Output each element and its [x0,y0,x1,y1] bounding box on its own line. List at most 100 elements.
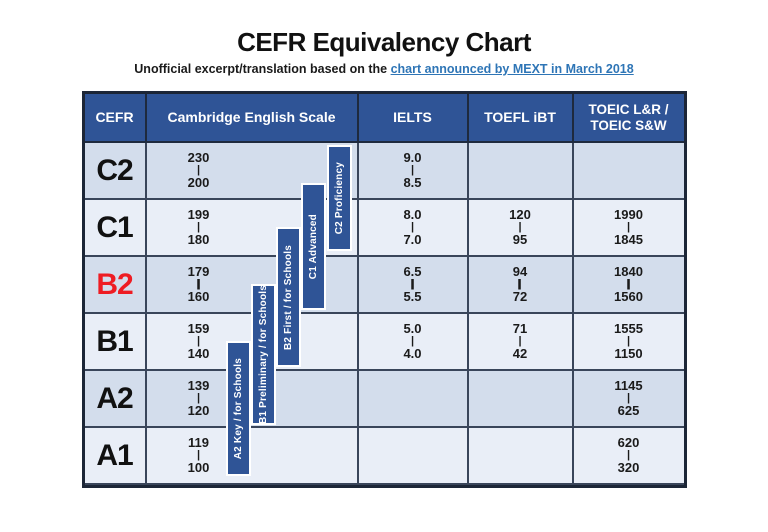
range-high: 5.0 [403,321,422,336]
range-separator: | [626,221,631,233]
range-low: 625 [617,403,640,418]
range-separator: | [410,335,415,347]
range-low: 180 [187,232,210,247]
range-high: 230 [187,150,210,165]
header-ielts: IELTS [358,94,469,143]
cambridge-range-c2: 230 | 200 [146,143,359,200]
range-high: 94 [512,264,528,279]
range-low: 5.5 [403,289,422,304]
range-low: 140 [187,346,210,361]
cefr-level-b1: B1 [84,314,147,371]
range-low: 95 [512,232,528,247]
table-row-b2: B2 179 | 160 6.5 | 5.5 94 | 72 1840 | 1560 [84,257,684,314]
range-separator: | [196,164,201,176]
ielts-range-a1-empty [358,428,469,485]
table-row-c1: C1 199 | 180 8.0 | 7.0 120 | 95 1990 | 1845 [84,200,684,257]
table-header-row: CEFR Cambridge English Scale IELTS TOEFL… [84,94,684,143]
range-low: 72 [512,289,528,304]
band-a2-key: A2 Key / for Schools [225,341,251,476]
band-b2-first: B2 First / for Schools [275,227,301,367]
range-separator: | [410,221,415,233]
range-low: 120 [187,403,210,418]
range-low: 8.5 [403,175,422,190]
range-low: 42 [512,346,528,361]
range-high: 179 [187,264,210,279]
cefr-level-b2: B2 [84,257,147,314]
range-high: 8.0 [403,207,422,222]
ielts-range-c1: 8.0 | 7.0 [358,200,469,257]
range-separator: | [626,392,631,404]
range-low: 4.0 [403,346,422,361]
toefl-range-a1-empty [468,428,574,485]
toeic-range-c2-empty [573,143,684,200]
subtitle: Unofficial excerpt/translation based on … [0,62,768,76]
toefl-range-c2-empty [468,143,574,200]
cefr-level-c1: C1 [84,200,147,257]
range-high: 9.0 [403,150,422,165]
range-low: 320 [617,460,640,475]
range-low: 200 [187,175,210,190]
subtitle-text: Unofficial excerpt/translation based on … [134,62,391,76]
table-row-a1: A1 119 | 100 620 | 320 [84,428,684,485]
range-high: 620 [617,435,640,450]
range-high: 1555 [614,321,643,336]
range-high: 6.5 [403,264,422,279]
range-separator: | [196,392,201,404]
header-toefl-ibt: TOEFL iBT [468,94,574,143]
equivalency-table: CEFR Cambridge English Scale IELTS TOEFL… [81,91,687,488]
range-high: 1990 [614,207,643,222]
cambridge-range-c1: 199 | 180 [146,200,359,257]
range-separator: | [518,221,522,233]
range-high: 139 [187,378,210,393]
range-separator: | [196,221,201,233]
range-separator: | [626,335,631,347]
cambridge-range-a1: 119 | 100 [146,428,359,485]
range-separator: | [196,449,201,461]
toeic-range-b2: 1840 | 1560 [573,257,684,314]
table-row-a2: A2 139 | 120 1145 | 625 [84,371,684,428]
table-row-b1: B1 159 | 140 5.0 | 4.0 71 | 42 1555 | 1150 [84,314,684,371]
range-high: 120 [509,207,531,222]
header-cefr: CEFR [84,94,147,143]
ielts-range-b1: 5.0 | 4.0 [358,314,469,371]
cambridge-range-a2: 139 | 120 [146,371,359,428]
range-high: 71 [512,321,528,336]
page-title: CEFR Equivalency Chart [237,27,531,57]
toefl-range-c1: 120 | 95 [468,200,574,257]
header-toeic: TOEIC L&R / TOEIC S&W [573,94,684,143]
toefl-range-a2-empty [468,371,574,428]
cefr-level-a2: A2 [84,371,147,428]
table-row-c2: C2 230 | 200 9.0 | 8.5 [84,143,684,200]
ielts-range-c2: 9.0 | 8.5 [358,143,469,200]
range-low: 1560 [614,289,643,304]
toeic-range-a2: 1145 | 625 [573,371,684,428]
range-low: 100 [187,460,210,475]
toefl-range-b2: 94 | 72 [468,257,574,314]
range-high: 1145 [614,378,643,393]
range-separator: | [517,278,523,290]
range-high: 119 [188,435,209,450]
range-low: 1845 [614,232,643,247]
cefr-level-c2: C2 [84,143,147,200]
range-separator: | [410,164,415,176]
band-c1-advanced: C1 Advanced [300,183,326,310]
range-separator: | [409,278,416,290]
range-low: 1150 [614,346,643,361]
toeic-range-c1: 1990 | 1845 [573,200,684,257]
range-separator: | [626,449,631,461]
range-high: 199 [187,207,210,222]
range-low: 7.0 [403,232,422,247]
ielts-range-a2-empty [358,371,469,428]
cefr-level-a1: A1 [84,428,147,485]
mext-chart-link[interactable]: chart announced by MEXT in March 2018 [390,62,634,76]
range-high: 1840 [614,264,643,279]
range-high: 159 [187,321,210,336]
toeic-range-b1: 1555 | 1150 [573,314,684,371]
range-separator: | [195,278,202,290]
ielts-range-b2: 6.5 | 5.5 [358,257,469,314]
band-c2-proficiency: C2 Proficiency [326,145,352,251]
toefl-range-b1: 71 | 42 [468,314,574,371]
range-separator: | [625,278,632,290]
band-b1-preliminary: B1 Preliminary / for Schools [250,284,276,425]
